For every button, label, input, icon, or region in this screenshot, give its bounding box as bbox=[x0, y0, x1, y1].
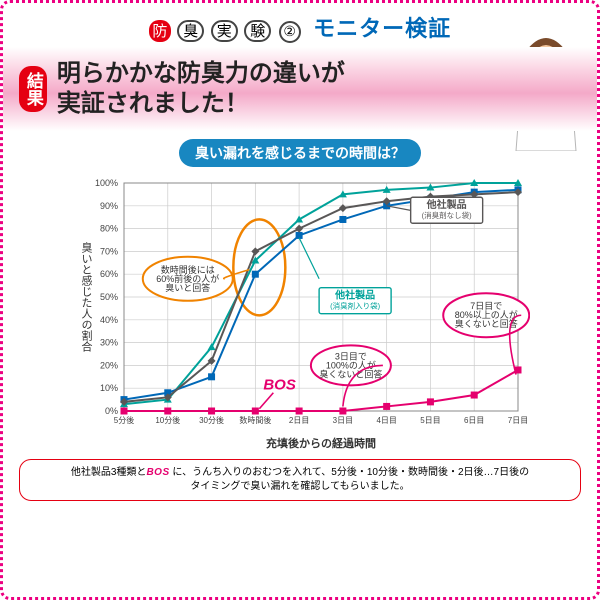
footnote-post: に、うんち入りのおむつを入れて、5分後・10分後・数時間後・2日後…7日後の タ… bbox=[170, 467, 530, 492]
svg-text:100%: 100% bbox=[95, 178, 118, 188]
svg-text:他社製品: 他社製品 bbox=[426, 198, 467, 211]
svg-text:3日目: 3日目 bbox=[333, 416, 353, 425]
svg-text:50%: 50% bbox=[100, 292, 118, 302]
svg-text:80%: 80% bbox=[100, 224, 118, 234]
svg-text:数時間後: 数時間後 bbox=[239, 415, 271, 425]
svg-text:40%: 40% bbox=[100, 315, 118, 325]
footnote-bos: BOS bbox=[146, 467, 169, 478]
svg-text:60%: 60% bbox=[100, 269, 118, 279]
svg-text:0%: 0% bbox=[105, 406, 118, 416]
result-band: 結果 明らかかな防臭力の違いが 実証されました！ bbox=[3, 47, 597, 131]
svg-text:30分後: 30分後 bbox=[199, 415, 224, 425]
svg-text:7日目: 7日目 bbox=[508, 416, 528, 425]
svg-text:充填後からの経過時間: 充填後からの経過時間 bbox=[266, 436, 376, 450]
result-line2: 実証されました！ bbox=[57, 89, 345, 119]
line-chart: 0% 10% 20% 30% 40% 50% 60% 70% 80% 90% 100% 5分後 10分後… bbox=[70, 173, 530, 453]
svg-text:30%: 30% bbox=[100, 338, 118, 348]
svg-text:(消臭剤入り袋): (消臭剤入り袋) bbox=[330, 301, 380, 311]
svg-text:臭くないと回答: 臭くないと回答 bbox=[455, 318, 518, 329]
pill-num: ② bbox=[279, 21, 301, 43]
svg-text:4日目: 4日目 bbox=[376, 416, 396, 425]
svg-text:臭くないと回答: 臭くないと回答 bbox=[319, 368, 382, 379]
pill-c: 験 bbox=[244, 20, 271, 42]
result-text: 明らかかな防臭力の違いが 実証されました！ bbox=[57, 59, 345, 119]
svg-text:5分後: 5分後 bbox=[114, 415, 134, 425]
svg-text:10分後: 10分後 bbox=[155, 415, 180, 425]
svg-text:臭いと感じた人の割合: 臭いと感じた人の割合 bbox=[80, 241, 93, 352]
svg-text:20%: 20% bbox=[100, 360, 118, 370]
footnote-pre: 他社製品3種類と bbox=[71, 467, 147, 478]
pill-b: 実 bbox=[211, 20, 238, 42]
svg-text:6日目: 6日目 bbox=[464, 416, 484, 425]
svg-text:90%: 90% bbox=[100, 201, 118, 211]
svg-text:他社製品: 他社製品 bbox=[334, 289, 375, 302]
svg-text:(消臭剤なし袋): (消臭剤なし袋) bbox=[422, 210, 472, 220]
chart-subheader: 臭い漏れを感じるまでの時間は？ bbox=[179, 139, 421, 167]
svg-text:2日目: 2日目 bbox=[289, 416, 309, 425]
svg-text:5日目: 5日目 bbox=[420, 416, 440, 425]
page-root: B 防 臭 実 験 ② モニター検証 結果 明らかかな防臭力の違いが 実証されま… bbox=[0, 0, 600, 600]
pill-a: 臭 bbox=[177, 20, 204, 42]
pill-red: 防 bbox=[149, 20, 171, 42]
result-badge: 結果 bbox=[19, 66, 47, 112]
svg-text:10%: 10% bbox=[100, 383, 118, 393]
monitor-title: モニター検証 bbox=[313, 16, 451, 41]
result-line1: 明らかかな防臭力の違いが bbox=[57, 59, 345, 89]
svg-text:70%: 70% bbox=[100, 246, 118, 256]
chart-container: 0% 10% 20% 30% 40% 50% 60% 70% 80% 90% 100% 5分後 10分後… bbox=[70, 173, 530, 453]
svg-text:臭いと回答: 臭いと回答 bbox=[165, 282, 210, 293]
svg-text:BOS: BOS bbox=[263, 377, 296, 394]
footnote: 他社製品3種類とBOS に、うんち入りのおむつを入れて、5分後・10分後・数時間… bbox=[19, 459, 581, 501]
